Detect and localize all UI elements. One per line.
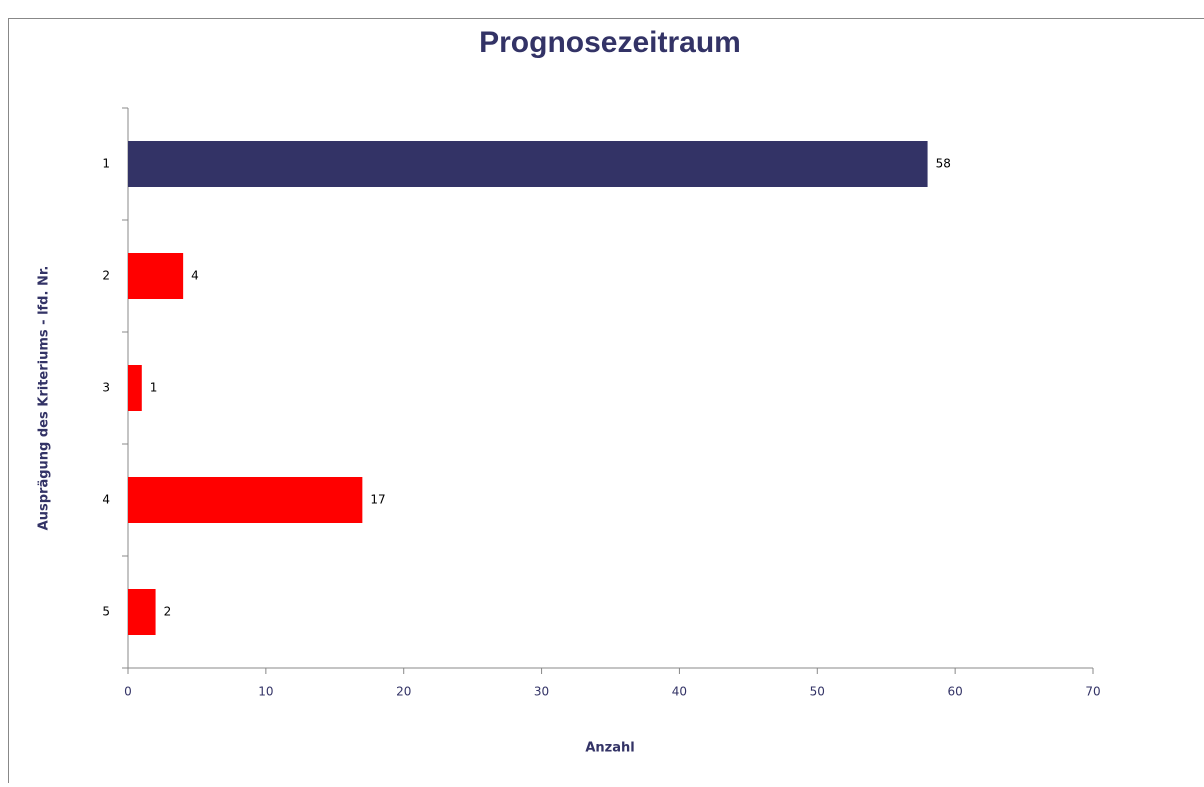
- value-label: 2: [164, 605, 172, 619]
- x-tick-label: 60: [948, 685, 963, 699]
- y-tick-label: 3: [102, 381, 110, 395]
- x-tick-label: 70: [1085, 685, 1100, 699]
- y-tick-label: 4: [102, 493, 110, 507]
- bar: [128, 477, 362, 523]
- x-tick-label: 40: [672, 685, 687, 699]
- y-tick-label: 2: [102, 269, 110, 283]
- y-tick-label: 5: [102, 605, 110, 619]
- value-label: 1: [150, 381, 158, 395]
- chart-title: Prognosezeitraum: [479, 26, 741, 59]
- x-tick-label: 30: [534, 685, 549, 699]
- bar: [128, 365, 142, 411]
- y-tick-label: 1: [102, 157, 110, 171]
- value-label: 58: [936, 157, 951, 171]
- x-tick-label: 50: [810, 685, 825, 699]
- bar: [128, 589, 156, 635]
- value-label: 17: [370, 493, 385, 507]
- x-tick-label: 0: [124, 685, 132, 699]
- bar: [128, 141, 928, 187]
- bar: [128, 253, 183, 299]
- x-tick-label: 20: [396, 685, 411, 699]
- y-axis-label: Ausprägung des Kriteriums - lfd. Nr.: [37, 266, 52, 531]
- value-label: 4: [191, 269, 199, 283]
- x-axis-label: Anzahl: [585, 741, 634, 756]
- x-tick-label: 10: [258, 685, 273, 699]
